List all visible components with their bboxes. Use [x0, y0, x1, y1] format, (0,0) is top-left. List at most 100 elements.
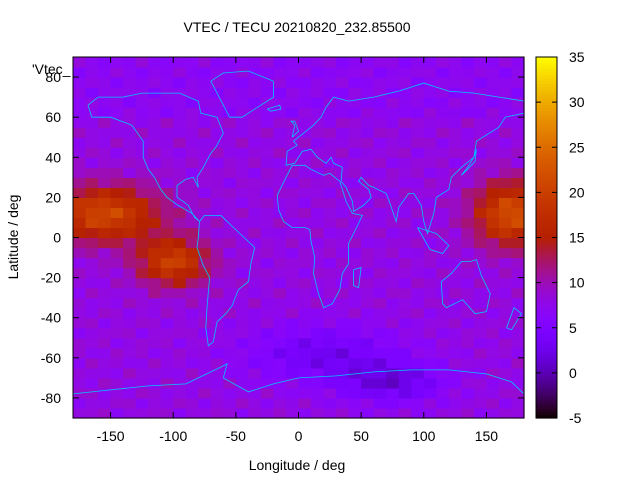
heatmap-cell [85, 227, 99, 239]
heatmap-cell [273, 367, 287, 379]
colorbar-segment [536, 339, 557, 344]
heatmap-cell [260, 227, 275, 239]
heatmap-cell [110, 267, 124, 279]
heatmap-cell [298, 337, 312, 349]
heatmap-cell [498, 277, 513, 289]
heatmap-cell [273, 387, 287, 399]
heatmap-cell [336, 297, 350, 309]
heatmap-cell [448, 57, 462, 68]
heatmap-cell [373, 217, 387, 229]
heatmap-cell [461, 77, 475, 88]
heatmap-cell [411, 237, 425, 249]
heatmap-cell [361, 177, 375, 188]
coastline [290, 120, 299, 138]
heatmap-cell [448, 347, 462, 359]
heatmap-cell [348, 247, 362, 259]
heatmap-cell [511, 287, 525, 299]
heatmap-cell [411, 367, 425, 379]
heatmap-cell [160, 387, 174, 399]
heatmap-cell [436, 147, 450, 158]
heatmap-cell [436, 317, 450, 329]
heatmap-cell [173, 77, 187, 88]
heatmap-cell [411, 357, 425, 369]
heatmap-cell [411, 177, 425, 188]
heatmap-cell [73, 137, 87, 148]
heatmap-cell [123, 117, 137, 128]
heatmap-cell [185, 137, 199, 148]
heatmap-cell [135, 227, 149, 239]
heatmap-cell [348, 347, 362, 359]
y-axis-label: Latitude / deg [5, 195, 21, 280]
heatmap-cell [273, 77, 287, 88]
heatmap-cell [461, 137, 475, 148]
heatmap-cell [473, 377, 488, 389]
heatmap-cell [198, 257, 212, 269]
colorbar-segment [536, 306, 557, 311]
heatmap-cell [298, 327, 312, 339]
heatmap-cell [173, 117, 187, 128]
heatmap-cell [210, 57, 224, 68]
heatmap-cell [85, 137, 99, 148]
heatmap-cell [386, 397, 400, 409]
heatmap-cell [173, 407, 187, 419]
heatmap-cell [436, 277, 450, 289]
heatmap-cell [98, 387, 112, 399]
heatmap-cell [323, 67, 337, 78]
heatmap-cell [285, 277, 300, 289]
heatmap-cell [73, 97, 87, 108]
colorbar-segment [536, 237, 557, 242]
y-tick-label: -80 [41, 390, 61, 406]
heatmap-cell [73, 227, 87, 239]
heatmap-cell [98, 207, 112, 219]
heatmap-cell [248, 337, 262, 349]
heatmap-cell [173, 247, 187, 259]
heatmap-cell [98, 277, 112, 289]
heatmap-cell [436, 217, 450, 229]
heatmap-cell [148, 287, 162, 299]
heatmap-cell [248, 287, 262, 299]
heatmap-cell [110, 227, 124, 239]
heatmap-cell [260, 247, 275, 259]
heatmap-cell [210, 317, 224, 329]
heatmap-cell [260, 317, 275, 329]
heatmap-cell [210, 167, 224, 178]
heatmap-cell [85, 187, 99, 198]
heatmap-cell [298, 147, 312, 158]
colorbar-segment [536, 240, 557, 245]
heatmap-cell [473, 67, 488, 78]
heatmap-cell [361, 357, 375, 369]
heatmap-cell [423, 377, 437, 389]
heatmap-cell [248, 87, 262, 98]
heatmap-cell [473, 107, 488, 118]
heatmap-cell [285, 177, 300, 188]
heatmap-cell [423, 147, 437, 158]
heatmap-cell [210, 237, 224, 249]
heatmap-cell [386, 137, 400, 148]
heatmap-cell [260, 277, 275, 289]
heatmap-cell [311, 207, 325, 219]
colorbar-segment [536, 138, 557, 142]
heatmap-cell [160, 347, 174, 359]
heatmap-cell [361, 257, 375, 269]
colorbar-segment [536, 303, 557, 308]
heatmap-cell [511, 357, 525, 369]
heatmap-cell [110, 357, 124, 369]
coastline [210, 70, 274, 118]
heatmap-cell [260, 257, 275, 269]
heatmap-cell [423, 227, 437, 239]
heatmap-cell [173, 387, 187, 399]
heatmap-cell [85, 277, 99, 289]
colorbar-segment [536, 225, 557, 230]
heatmap-cell [110, 327, 124, 339]
heatmap-cell [185, 187, 199, 198]
heatmap-cell [185, 287, 199, 299]
heatmap-cell [386, 57, 400, 68]
heatmap-cell [210, 407, 224, 419]
heatmap-cell [185, 347, 199, 359]
heatmap-cell [173, 227, 187, 239]
heatmap-cell [423, 217, 437, 229]
heatmap-cell [198, 217, 212, 229]
heatmap-cell [85, 357, 99, 369]
heatmap-cell [260, 137, 275, 148]
heatmap-cell [110, 197, 124, 209]
